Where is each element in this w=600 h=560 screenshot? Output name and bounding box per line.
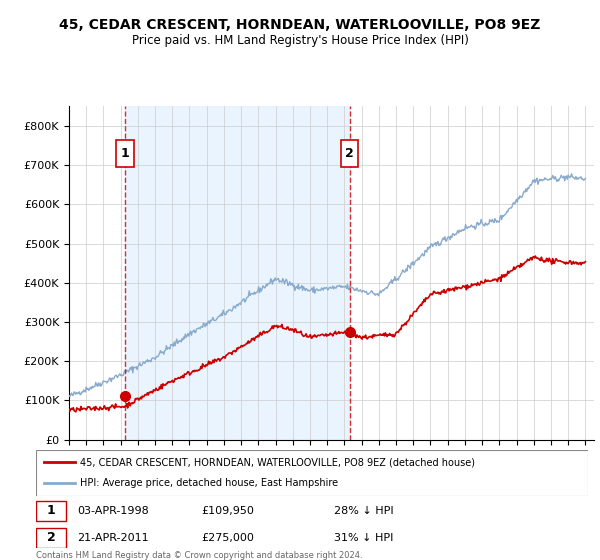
- Text: 1: 1: [47, 505, 56, 517]
- Text: Contains HM Land Registry data © Crown copyright and database right 2024.
This d: Contains HM Land Registry data © Crown c…: [36, 551, 362, 560]
- Text: Price paid vs. HM Land Registry's House Price Index (HPI): Price paid vs. HM Land Registry's House …: [131, 34, 469, 46]
- Text: 1: 1: [121, 147, 130, 160]
- Text: 03-APR-1998: 03-APR-1998: [77, 506, 149, 516]
- Bar: [36, 528, 67, 548]
- Text: 45, CEDAR CRESCENT, HORNDEAN, WATERLOOVILLE, PO8 9EZ (detached house): 45, CEDAR CRESCENT, HORNDEAN, WATERLOOVI…: [80, 457, 475, 467]
- Text: 31% ↓ HPI: 31% ↓ HPI: [334, 533, 394, 543]
- Text: 28% ↓ HPI: 28% ↓ HPI: [334, 506, 394, 516]
- Text: 2: 2: [47, 531, 56, 544]
- Bar: [36, 501, 67, 521]
- Text: 45, CEDAR CRESCENT, HORNDEAN, WATERLOOVILLE, PO8 9EZ: 45, CEDAR CRESCENT, HORNDEAN, WATERLOOVI…: [59, 18, 541, 32]
- Bar: [341, 140, 358, 167]
- Bar: [125, 106, 350, 440]
- Text: 2: 2: [345, 147, 354, 160]
- Bar: [116, 140, 134, 167]
- Text: HPI: Average price, detached house, East Hampshire: HPI: Average price, detached house, East…: [80, 478, 338, 488]
- Text: £275,000: £275,000: [202, 533, 254, 543]
- Text: 21-APR-2011: 21-APR-2011: [77, 533, 149, 543]
- Text: £109,950: £109,950: [202, 506, 254, 516]
